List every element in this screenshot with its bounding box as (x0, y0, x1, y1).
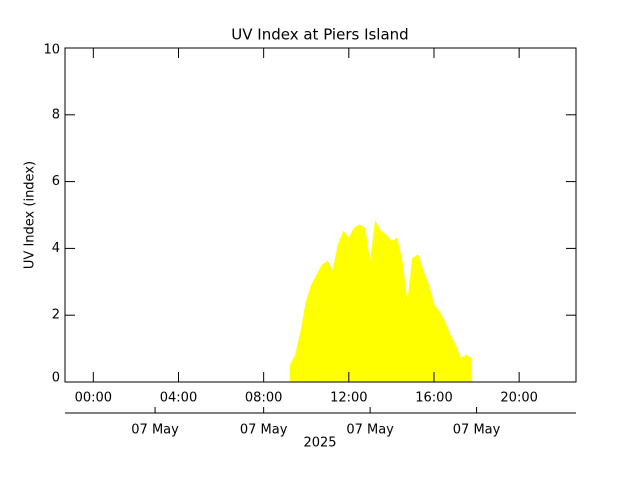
y-tick-label: 4 (52, 241, 60, 256)
y-tick-label: 6 (52, 174, 60, 189)
y-tick-label: 2 (52, 308, 60, 323)
date-tick-label: 07 May (346, 423, 394, 438)
uv-area (289, 220, 472, 383)
date-tick-label: 07 May (131, 423, 179, 438)
date-tick-label: 07 May (453, 423, 501, 438)
x-tick-label: 16:00 (415, 391, 452, 406)
y-axis-label: UV Index (index) (23, 161, 38, 269)
y-tick-label: 0 (52, 371, 60, 386)
y-tick-label: 10 (43, 43, 60, 58)
plot-frame (64, 47, 577, 383)
chart-title: UV Index at Piers Island (231, 26, 408, 44)
x-tick-label: 04:00 (160, 391, 197, 406)
date-tick-label: 07 May (240, 423, 288, 438)
x-tick-label: 12:00 (330, 391, 367, 406)
y-tick-label: 8 (52, 107, 60, 122)
x-tick-label: 08:00 (245, 391, 282, 406)
x-axis-label: 2025 (303, 436, 336, 451)
x-tick-label: 00:00 (75, 391, 112, 406)
x-tick-label: 20:00 (500, 391, 537, 406)
